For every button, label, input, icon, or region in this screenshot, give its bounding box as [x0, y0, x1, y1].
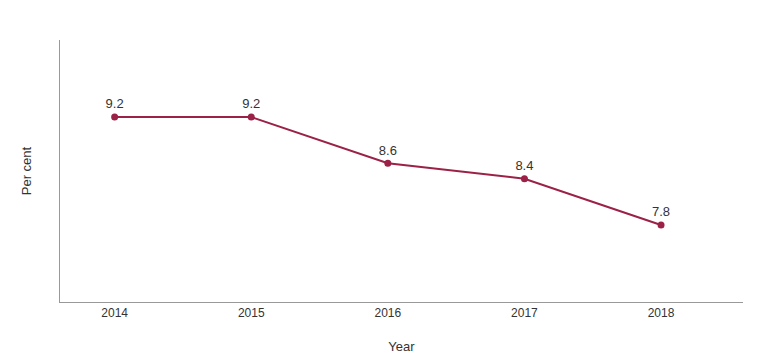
svg-text:2017: 2017: [511, 306, 538, 320]
svg-text:8.6: 8.6: [379, 143, 397, 158]
svg-text:2015: 2015: [238, 306, 265, 320]
svg-text:Year: Year: [388, 339, 415, 354]
svg-text:9.2: 9.2: [242, 96, 260, 111]
svg-text:9.2: 9.2: [106, 96, 124, 111]
svg-text:2016: 2016: [374, 306, 401, 320]
svg-text:2018: 2018: [648, 306, 675, 320]
svg-text:Per cent: Per cent: [19, 146, 34, 195]
svg-text:2014: 2014: [101, 306, 128, 320]
svg-text:8.4: 8.4: [515, 158, 533, 173]
svg-text:7.8: 7.8: [652, 204, 670, 219]
